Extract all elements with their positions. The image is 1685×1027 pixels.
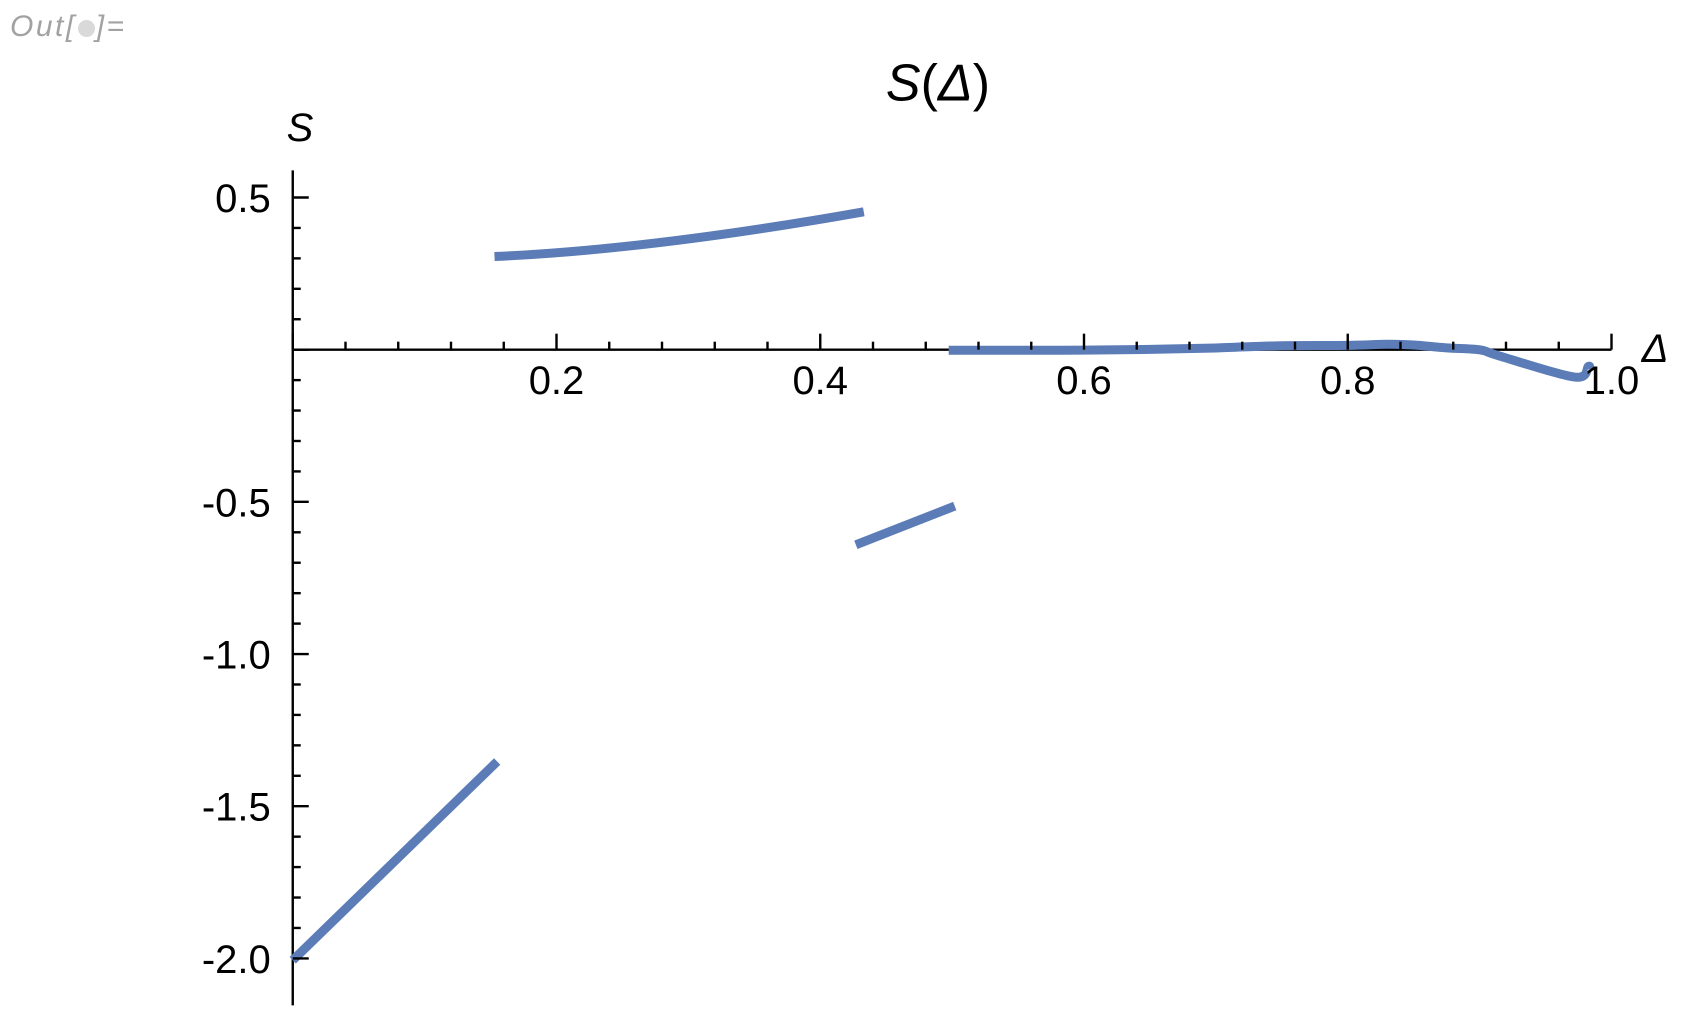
svg-text:0.8: 0.8 — [1320, 359, 1376, 403]
svg-text:-2.0: -2.0 — [202, 938, 271, 982]
svg-text:0.4: 0.4 — [792, 359, 848, 403]
svg-text:-0.5: -0.5 — [202, 481, 271, 525]
svg-text:S(Δ): S(Δ) — [886, 54, 990, 112]
svg-text:0.2: 0.2 — [529, 359, 585, 403]
svg-text:0.5: 0.5 — [215, 177, 271, 221]
svg-text:S: S — [287, 106, 314, 150]
svg-text:-1.5: -1.5 — [202, 786, 271, 830]
svg-text:1.0: 1.0 — [1584, 359, 1640, 403]
svg-text:-1.0: -1.0 — [202, 634, 271, 678]
svg-text:0.6: 0.6 — [1056, 359, 1112, 403]
svg-text:Δ: Δ — [1641, 327, 1669, 371]
